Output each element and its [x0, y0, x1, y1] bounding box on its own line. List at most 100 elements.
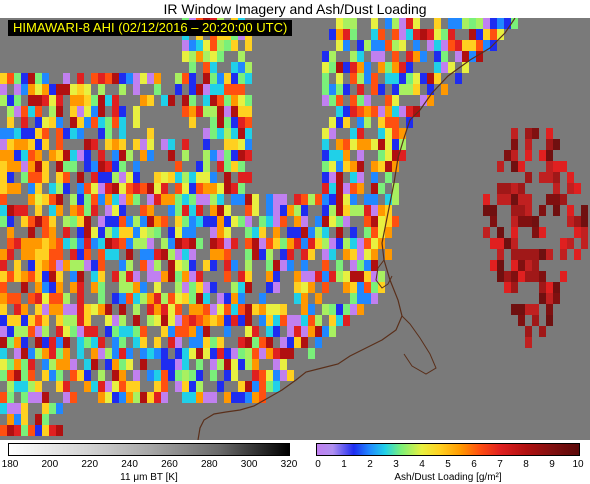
ash-pixel: [441, 29, 448, 40]
ash-pixel: [525, 271, 532, 282]
ash-pixel: [259, 315, 266, 326]
ash-pixel: [364, 139, 371, 150]
ash-pixel: [462, 18, 469, 29]
ash-pixel: [175, 161, 182, 172]
ash-pixel: [182, 370, 189, 381]
ash-pixel: [35, 117, 42, 128]
ash-pixel: [42, 315, 49, 326]
ash-pixel: [49, 282, 56, 293]
ash-pixel: [105, 117, 112, 128]
ash-pixel: [210, 117, 217, 128]
ash-pixel: [518, 260, 525, 271]
ash-pixel: [378, 29, 385, 40]
ash-pixel: [84, 359, 91, 370]
ash-pixel: [119, 370, 126, 381]
ash-pixel: [224, 304, 231, 315]
ash-pixel: [133, 304, 140, 315]
ash-pixel: [98, 106, 105, 117]
ash-pixel: [175, 238, 182, 249]
ash-pixel: [203, 139, 210, 150]
ash-pixel: [63, 216, 70, 227]
ash-pixel: [70, 95, 77, 106]
ash-pixel: [210, 227, 217, 238]
ash-pixel: [14, 337, 21, 348]
ash-pixel: [252, 348, 259, 359]
ash-pixel: [56, 194, 63, 205]
ash-pixel: [357, 205, 364, 216]
ash-pixel: [112, 95, 119, 106]
ash-pixel: [322, 304, 329, 315]
ash-pixel: [203, 282, 210, 293]
ash-pixel: [21, 304, 28, 315]
ash-pixel: [63, 359, 70, 370]
ash-pixel: [7, 227, 14, 238]
ash-pixel: [525, 326, 532, 337]
ash-pixel: [119, 271, 126, 282]
ash-pixel: [581, 227, 588, 238]
satellite-map[interactable]: [0, 18, 590, 440]
ash-pixel: [392, 62, 399, 73]
colorbar-tick-label: 220: [81, 459, 99, 470]
ash-pixel: [245, 40, 252, 51]
ash-pixel: [357, 117, 364, 128]
ash-pixel: [161, 183, 168, 194]
ash-pixel: [224, 227, 231, 238]
ash-pixel: [189, 227, 196, 238]
ash-pixel: [266, 337, 273, 348]
ash-pixel: [77, 282, 84, 293]
ash-pixel: [518, 205, 525, 216]
ash-pixel: [210, 238, 217, 249]
ash-pixel: [553, 282, 560, 293]
ash-pixel: [35, 106, 42, 117]
ash-pixel: [77, 216, 84, 227]
ash-pixel: [525, 304, 532, 315]
ash-pixel: [231, 84, 238, 95]
ash-pixel: [140, 249, 147, 260]
ash-pixel: [420, 29, 427, 40]
ash-pixel: [70, 128, 77, 139]
ash-pixel: [259, 304, 266, 315]
ash-pixel: [133, 392, 140, 403]
ash-pixel: [210, 304, 217, 315]
ash-pixel: [91, 359, 98, 370]
ash-pixel: [168, 205, 175, 216]
ash-pixel: [357, 183, 364, 194]
ash-pixel: [259, 227, 266, 238]
ash-pixel: [231, 194, 238, 205]
colorbar-tick-label: 7: [497, 459, 503, 470]
ash-pixel: [189, 40, 196, 51]
ash-pixel: [231, 62, 238, 73]
ash-pixel: [238, 282, 245, 293]
ash-pixel: [14, 95, 21, 106]
ash-pixel: [91, 326, 98, 337]
ash-pixel: [196, 359, 203, 370]
ash-pixel: [210, 40, 217, 51]
ash-pixel: [539, 326, 546, 337]
ash-pixel: [98, 84, 105, 95]
ash-pixel: [42, 227, 49, 238]
ash-pixel: [483, 29, 490, 40]
ash-pixel: [560, 249, 567, 260]
ash-pixel: [133, 381, 140, 392]
ash-pixel: [28, 161, 35, 172]
ash-pixel: [581, 205, 588, 216]
ash-pixel: [378, 139, 385, 150]
ash-pixel: [231, 150, 238, 161]
ash-pixel: [322, 183, 329, 194]
ash-pixel: [28, 326, 35, 337]
ash-pixel: [42, 414, 49, 425]
ash-pixel: [189, 205, 196, 216]
ash-pixel: [112, 315, 119, 326]
ash-pixel: [336, 29, 343, 40]
ash-pixel: [280, 205, 287, 216]
ash-pixel: [182, 150, 189, 161]
ash-pixel: [21, 392, 28, 403]
ash-pixel: [140, 73, 147, 84]
ash-pixel: [168, 370, 175, 381]
ash-pixel: [259, 216, 266, 227]
ash-pixel: [378, 117, 385, 128]
ash-pixel: [175, 216, 182, 227]
ash-pixel: [119, 106, 126, 117]
ash-pixel: [168, 271, 175, 282]
ash-pixel: [91, 172, 98, 183]
